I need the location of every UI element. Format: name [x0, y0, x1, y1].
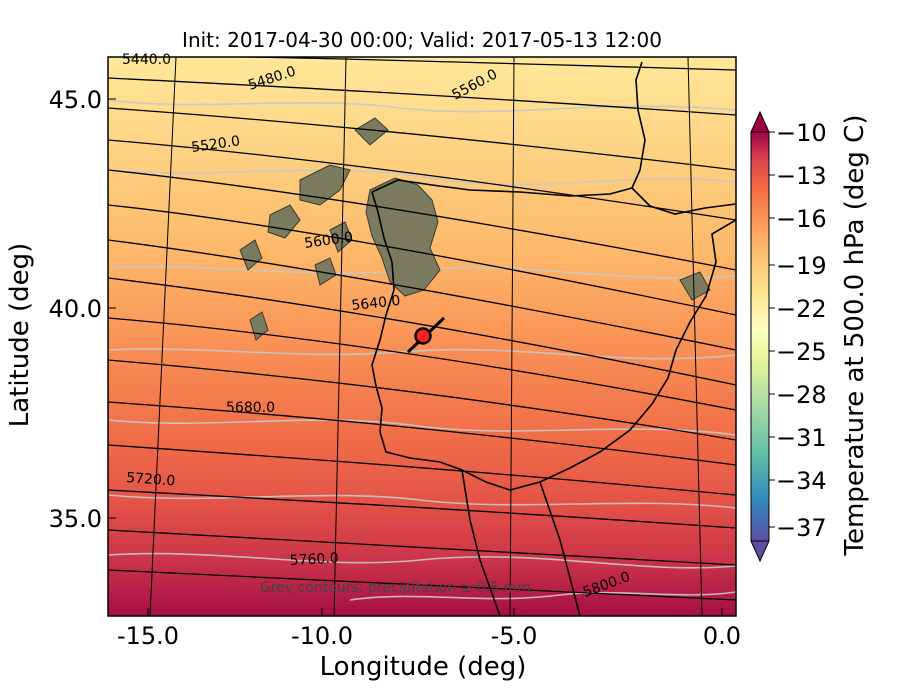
graticule	[149, 57, 703, 616]
y-tick-label: 35.0	[49, 505, 102, 533]
precip-note: Grey contours: precipitation ≥ 0.5 mm	[260, 580, 531, 596]
x-tick-label: 0.0	[703, 622, 741, 650]
colorbar-tick-label: −22	[776, 295, 827, 323]
chart-title: Init: 2017-04-30 00:00; Valid: 2017-05-1…	[182, 28, 662, 52]
x-axis: -15.0 -10.0 -5.0 0.0	[117, 608, 741, 650]
y-tick-label: 40.0	[49, 295, 102, 323]
colorbar: −10 −13 −16 −19 −22 −25 −28 −31 −34 −37	[750, 110, 827, 563]
coastlines	[371, 61, 736, 616]
colorbar-tick-label: −28	[776, 381, 827, 409]
colorbar-tick-label: −13	[776, 162, 827, 190]
contour-label-5680: 5680.0	[226, 400, 275, 416]
location-marker[interactable]	[414, 327, 432, 345]
colorbar-tick-label: −25	[776, 338, 827, 366]
colorbar-tick-label: −19	[776, 252, 827, 280]
contour-label-5520: 5520.0	[190, 133, 241, 156]
x-axis-label: Longitude (deg)	[319, 652, 527, 682]
y-axis-label: Latitude (deg)	[5, 242, 35, 428]
colorbar-tick-label: −31	[776, 424, 827, 452]
contour-label-5720: 5720.0	[126, 470, 176, 489]
colorbar-tick-label: −16	[776, 205, 827, 233]
x-tick-label: -5.0	[491, 622, 538, 650]
colorbar-tick-label: −34	[776, 467, 827, 495]
contour-label-5640: 5640.0	[351, 293, 401, 314]
x-tick-label: -10.0	[291, 622, 353, 650]
x-tick-label: -15.0	[117, 622, 179, 650]
colorbar-body	[750, 131, 770, 542]
geopotential-contours	[108, 57, 736, 601]
y-tick-label: 45.0	[49, 86, 102, 114]
colorbar-tick-label: −37	[776, 514, 827, 542]
colorbar-tick-label: −10	[776, 119, 827, 147]
contour-label-5600: 5600.0	[303, 229, 354, 252]
contour-label-5440: 5440.0	[122, 52, 171, 68]
y-axis: 45.0 40.0 35.0	[49, 86, 116, 533]
colorbar-extend-top	[750, 110, 770, 133]
colorbar-label: Temperature at 500.0 hPa (deg C)	[840, 114, 870, 556]
contour-label-5760: 5760.0	[289, 550, 339, 569]
plot-frame	[107, 56, 737, 617]
colorbar-extend-bottom	[750, 540, 770, 563]
